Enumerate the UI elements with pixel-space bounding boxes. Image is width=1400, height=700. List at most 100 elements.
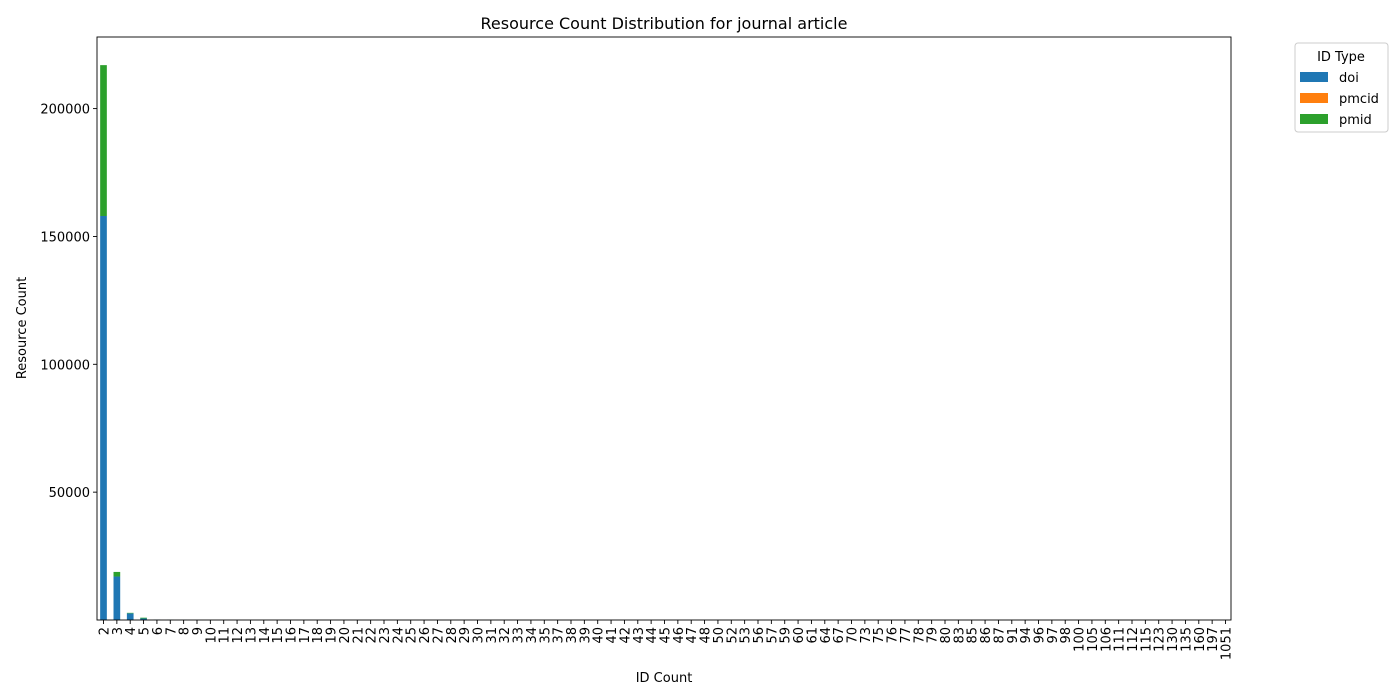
x-tick-label: 91 <box>1006 627 1021 644</box>
x-tick-label: 12 <box>231 627 246 644</box>
x-tick-label: 15 <box>271 627 286 644</box>
bar-doi-4 <box>126 613 134 620</box>
x-tick-label: 111 <box>1113 627 1128 652</box>
y-tick-label: 50000 <box>49 486 90 501</box>
x-tick-label: 160 <box>1193 627 1208 652</box>
x-tick-label: 35 <box>538 627 553 644</box>
x-tick-label: 96 <box>1033 627 1048 644</box>
x-tick-label: 130 <box>1166 627 1181 652</box>
x-tick-label: 59 <box>779 627 794 644</box>
x-tick-label: 86 <box>979 627 994 644</box>
x-tick-label: 21 <box>351 627 366 644</box>
x-tick-label: 1051 <box>1220 627 1235 660</box>
x-tick-label: 52 <box>725 627 740 644</box>
x-tick-label: 64 <box>819 627 834 644</box>
x-tick-label: 38 <box>565 627 580 644</box>
legend-frame <box>1294 42 1389 133</box>
x-tick-label: 75 <box>872 627 887 644</box>
x-tick-label: 56 <box>752 627 767 644</box>
x-tick-label: 78 <box>912 627 927 644</box>
plot-frame <box>96 36 1232 621</box>
x-tick-label: 10 <box>204 627 219 644</box>
x-tick-label: 30 <box>472 627 487 644</box>
y-axis: 50000 100000 150000 200000 <box>40 103 97 501</box>
x-tick-label: 32 <box>498 627 513 644</box>
x-tick-label: 77 <box>899 627 914 644</box>
x-tick-label: 97 <box>1046 627 1061 644</box>
bar-doi-5 <box>140 618 147 620</box>
x-tick-label: 22 <box>365 627 380 644</box>
legend-label-doi: doi <box>1339 71 1359 86</box>
x-tick-label: 8 <box>178 627 193 635</box>
x-tick-label: 13 <box>244 627 259 644</box>
x-tick-label: 61 <box>805 627 820 644</box>
bar-pmid-3 <box>113 571 121 577</box>
x-tick-label: 18 <box>311 627 326 644</box>
x-tick-label: 33 <box>512 627 527 644</box>
x-tick-label: 45 <box>659 627 674 644</box>
x-tick-label: 4 <box>124 627 139 635</box>
x-tick-label: 17 <box>298 627 313 644</box>
y-tick-label: 150000 <box>40 230 90 245</box>
x-tick-label: 43 <box>632 627 647 644</box>
x-tick-label: 7 <box>164 627 179 635</box>
x-tick-label: 197 <box>1206 627 1221 652</box>
x-tick-label: 53 <box>739 627 754 644</box>
x-tick-label: 70 <box>846 627 861 644</box>
legend-label-pmcid: pmcid <box>1339 92 1379 107</box>
x-tick-label: 106 <box>1099 627 1114 652</box>
x-tick-label: 73 <box>859 627 874 644</box>
x-tick-label: 60 <box>792 627 807 644</box>
x-tick-label: 80 <box>939 627 954 644</box>
x-tick-label: 19 <box>325 627 340 644</box>
y-tick-label: 100000 <box>40 358 90 373</box>
y-tick-label: 200000 <box>40 103 90 118</box>
bar-doi-3 <box>113 576 121 620</box>
x-tick-label: 6 <box>151 627 166 635</box>
x-tick-label: 24 <box>391 627 406 644</box>
legend: ID Type doi pmcid pmid <box>1294 42 1389 133</box>
bar-pmid-5 <box>140 617 147 619</box>
x-tick-label: 16 <box>285 627 300 644</box>
x-axis: 2345678910111213141516171819202122232425… <box>98 620 1235 660</box>
x-tick-label: 40 <box>592 627 607 644</box>
x-tick-label: 3 <box>111 627 126 635</box>
x-tick-label: 11 <box>218 627 233 644</box>
legend-swatch-pmcid <box>1300 93 1328 103</box>
x-tick-label: 112 <box>1126 627 1141 652</box>
x-tick-label: 31 <box>485 627 500 644</box>
x-tick-label: 27 <box>431 627 446 644</box>
x-tick-label: 57 <box>765 627 780 644</box>
bar-doi-2 <box>100 215 107 621</box>
x-tick-label: 94 <box>1019 627 1034 644</box>
y-axis-label: Resource Count <box>15 277 30 379</box>
x-tick-label: 5 <box>138 627 153 635</box>
legend-items: doi pmcid pmid <box>1300 71 1379 128</box>
x-tick-label: 85 <box>966 627 981 644</box>
legend-swatch-pmid <box>1300 114 1328 124</box>
x-tick-label: 100 <box>1073 627 1088 652</box>
x-tick-label: 46 <box>672 627 687 644</box>
x-tick-label: 48 <box>699 627 714 644</box>
x-tick-label: 87 <box>992 627 1007 644</box>
x-tick-label: 79 <box>926 627 941 644</box>
x-tick-label: 29 <box>458 627 473 644</box>
x-tick-label: 34 <box>525 627 540 644</box>
x-tick-label: 67 <box>832 627 847 644</box>
x-tick-label: 47 <box>685 627 700 644</box>
x-tick-label: 9 <box>191 627 206 635</box>
legend-label-pmid: pmid <box>1339 113 1372 128</box>
x-tick-label: 20 <box>338 627 353 644</box>
x-tick-label: 50 <box>712 627 727 644</box>
x-tick-label: 23 <box>378 627 393 644</box>
legend-title: ID Type <box>1317 50 1365 65</box>
x-tick-label: 135 <box>1179 627 1194 652</box>
x-tick-label: 41 <box>605 627 620 644</box>
chart-title: Resource Count Distribution for journal … <box>481 14 848 33</box>
x-tick-label: 83 <box>952 627 967 644</box>
x-tick-label: 123 <box>1153 627 1168 652</box>
x-tick-label: 44 <box>645 627 660 644</box>
x-tick-label: 115 <box>1139 627 1154 652</box>
